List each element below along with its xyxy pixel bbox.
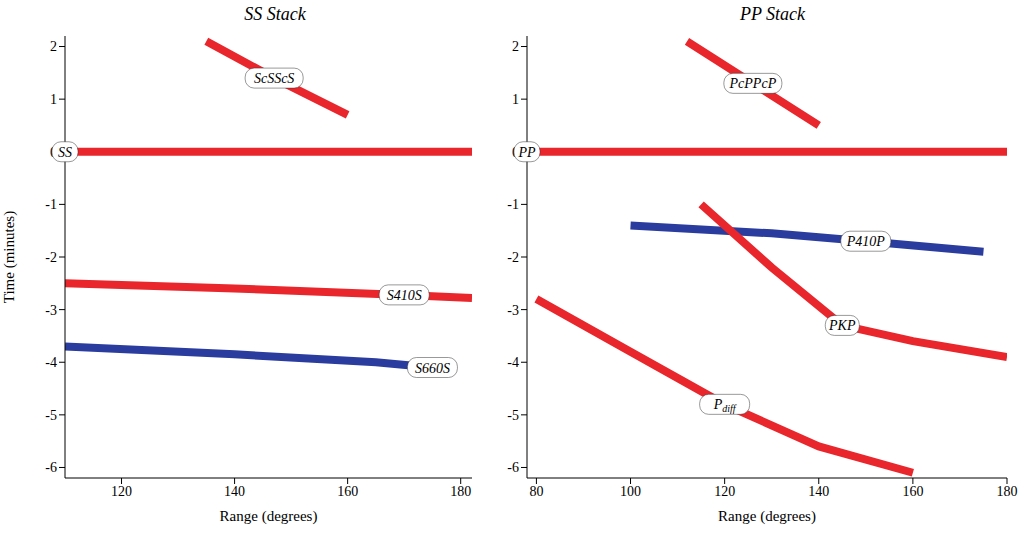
svg-text:1: 1	[50, 92, 57, 107]
svg-text:PP: PP	[517, 145, 536, 160]
svg-text:100: 100	[620, 484, 641, 499]
svg-text:Pdiff: Pdiff	[713, 397, 737, 414]
svg-text:120: 120	[111, 484, 132, 499]
svg-text:-4: -4	[507, 355, 519, 370]
svg-text:Time (minutes): Time (minutes)	[1, 211, 18, 303]
svg-text:-5: -5	[507, 408, 519, 423]
svg-text:-4: -4	[45, 355, 57, 370]
svg-text:-3: -3	[507, 303, 519, 318]
svg-text:Range (degrees): Range (degrees)	[220, 508, 318, 525]
svg-text:160: 160	[337, 484, 358, 499]
svg-text:P410P: P410P	[846, 234, 886, 249]
svg-text:80: 80	[529, 484, 543, 499]
svg-text:PcPPcP: PcPPcP	[729, 76, 777, 91]
svg-text:-6: -6	[45, 460, 57, 475]
svg-text:Range (degrees): Range (degrees)	[718, 508, 816, 525]
svg-text:-1: -1	[507, 197, 519, 212]
svg-text:ScSScS: ScSScS	[254, 71, 294, 86]
svg-text:-2: -2	[45, 250, 57, 265]
svg-text:-5: -5	[45, 408, 57, 423]
svg-text:SS: SS	[58, 145, 72, 160]
svg-text:-2: -2	[507, 250, 519, 265]
html-text:PP Stack: PP Stack	[739, 4, 806, 24]
svg-text:120: 120	[714, 484, 735, 499]
html-text:SS Stack: SS Stack	[244, 4, 306, 24]
svg-text:S410S: S410S	[387, 288, 422, 303]
svg-text:2: 2	[50, 39, 57, 54]
svg-text:1: 1	[512, 92, 519, 107]
svg-text:PKP: PKP	[828, 318, 856, 333]
svg-text:140: 140	[808, 484, 829, 499]
svg-text:2: 2	[512, 39, 519, 54]
svg-text:180: 180	[997, 484, 1018, 499]
svg-text:-1: -1	[45, 197, 57, 212]
svg-text:-6: -6	[507, 460, 519, 475]
svg-text:-3: -3	[45, 303, 57, 318]
svg-text:160: 160	[902, 484, 923, 499]
svg-text:140: 140	[224, 484, 245, 499]
svg-text:S660S: S660S	[415, 361, 450, 376]
svg-text:180: 180	[450, 484, 471, 499]
